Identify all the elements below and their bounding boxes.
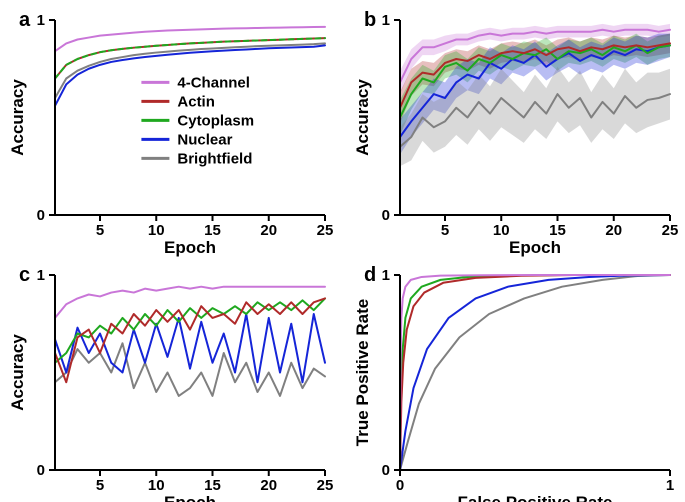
series-cytoplasm [400, 275, 670, 470]
legend: 4-Channel Actin Cytoplasm Nuclear Brightfiel… [141, 74, 254, 167]
series-nuclear [400, 275, 670, 470]
xtick-label: 15 [204, 477, 221, 494]
xlabel: False Positive Rate [458, 493, 613, 502]
legend-label-cytoplasm: Cytoplasm [177, 112, 254, 129]
legend-label-actin: Actin [177, 93, 215, 110]
legend-label-brightfield: Brightfield [177, 150, 252, 167]
ytick-label: 0 [382, 462, 390, 479]
panel-letter-b: b [364, 9, 376, 31]
series-cytoplasm [55, 38, 325, 78]
figure-svg: a51015202501EpochAccuracy4-ChannelActinC… [0, 0, 685, 502]
xlabel: Epoch [509, 238, 561, 257]
axis-frame [400, 275, 670, 470]
xtick-label: 20 [260, 477, 277, 494]
ytick-label: 1 [382, 267, 390, 284]
xlabel: Epoch [164, 238, 216, 257]
ytick-label: 1 [37, 267, 45, 284]
ytick-label: 0 [382, 207, 390, 224]
series-four_channel [55, 287, 325, 318]
xtick-label: 10 [148, 222, 165, 239]
xtick-label: 0 [396, 477, 404, 494]
panel-letter-c: c [19, 264, 30, 286]
legend-label-four_channel: 4-Channel [177, 74, 250, 91]
series-actin [400, 275, 670, 470]
ytick-label: 1 [382, 12, 390, 29]
xtick-label: 10 [493, 222, 510, 239]
xtick-label: 15 [204, 222, 221, 239]
ylabel: True Positive Rate [353, 299, 372, 446]
xtick-label: 5 [96, 222, 104, 239]
panel-c: c 5 10 15 20 25 0 1 Epoch Accuracy [8, 264, 333, 502]
xlabel: Epoch [164, 493, 216, 502]
ylabel: Accuracy [8, 334, 27, 411]
series-nuclear [55, 314, 325, 382]
ylabel: Accuracy [353, 79, 372, 156]
ytick-label: 1 [37, 12, 45, 29]
xtick-label: 20 [260, 222, 277, 239]
ytick-label: 0 [37, 207, 45, 224]
panel-letter-d: d [364, 264, 376, 286]
xtick-label: 5 [441, 222, 449, 239]
xtick-label: 25 [317, 477, 334, 494]
xtick-label: 25 [662, 222, 679, 239]
xtick-label: 25 [317, 222, 334, 239]
xtick-label: 5 [96, 477, 104, 494]
legend-label-nuclear: Nuclear [177, 131, 232, 148]
xtick-label: 20 [605, 222, 622, 239]
xtick-label: 1 [666, 477, 674, 494]
panel-d: d 0 1 0 1 False Positive Rate True Positive Ra… [353, 264, 674, 502]
series-four_channel [400, 275, 670, 470]
xtick-label: 10 [148, 477, 165, 494]
panel-b: b 5 10 15 20 25 0 1 Epoch Accuracy [353, 9, 678, 257]
ytick-label: 0 [37, 462, 45, 479]
panel-a: a 5 10 15 20 25 0 1 Epoch Accuracy 4-Channel Actin C… [8, 9, 333, 257]
xtick-label: 15 [549, 222, 566, 239]
panel-letter-a: a [19, 9, 31, 31]
series-brightfield [400, 275, 670, 470]
ylabel: Accuracy [8, 79, 27, 156]
